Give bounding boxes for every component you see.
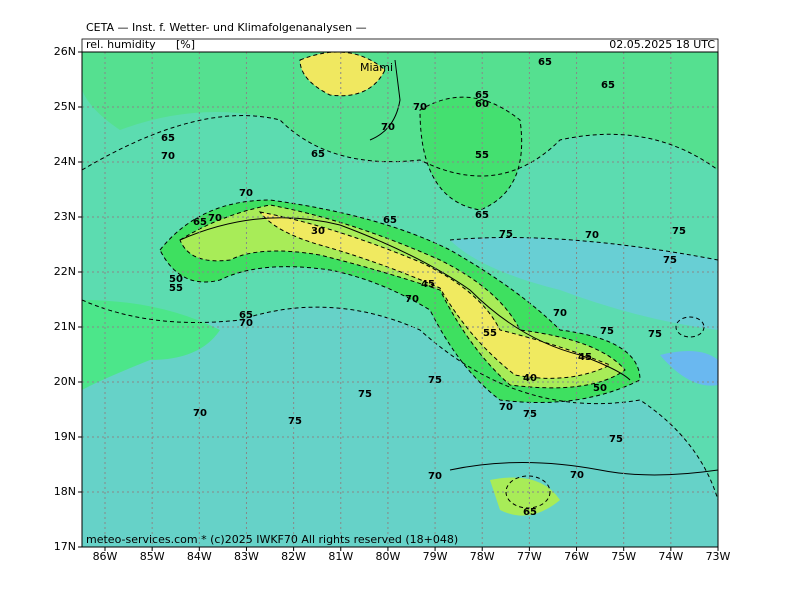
variable-unit: [%] [176,38,195,51]
variable-name: rel. humidity [86,38,156,51]
map-frame [81,51,719,548]
lat-label: 23N [54,210,76,223]
lon-label: 81W [328,550,353,563]
contour-label: 70 [161,151,175,162]
contour-label: 40 [523,373,537,384]
lon-label: 80W [375,550,400,563]
contour-label: 65 [475,210,489,221]
contour-label: 70 [413,102,427,113]
contour [159,199,641,403]
contour [179,204,626,389]
lat-label: 24N [54,155,76,168]
lon-label: 75W [611,550,636,563]
contour-label: 75 [648,329,662,340]
contour-label: 75 [499,229,513,240]
contour-label: 70 [381,122,395,133]
blue-area [660,351,718,386]
contour-label: 75 [600,326,614,337]
contour-label: 65 [193,217,207,228]
contour-label: 75 [609,434,623,445]
contour-label: 75 [672,226,686,237]
coastline [369,59,401,141]
contour-label: 70 [428,471,442,482]
lon-label: 73W [706,550,731,563]
dry-core [300,52,385,96]
contour-label: 75 [358,389,372,400]
contour-label: 75 [428,375,442,386]
contour-label: 65 [383,215,397,226]
contour-label: 65 [601,80,615,91]
dry-core [260,212,610,379]
contour [675,316,705,338]
contour-label: 65 [161,133,175,144]
contour [449,237,718,261]
contour-label: 70 [193,408,207,419]
contour-label: 50 [169,274,183,285]
contour-label: 55 [483,328,497,339]
contour-label: 65 [523,507,537,518]
contour-label: 55 [475,150,489,161]
lon-label: 74W [658,550,683,563]
contour-label: 65 [475,90,489,101]
lat-label: 18N [54,485,76,498]
blue-area [450,237,718,330]
lon-label: 76W [564,550,589,563]
lon-label: 79W [423,550,448,563]
contour-label: 70 [208,213,222,224]
lat-label: 19N [54,430,76,443]
contour-label: 70 [570,470,584,481]
coastline [449,462,718,476]
contour-label: 65 [239,310,253,321]
lon-label: 85W [140,550,165,563]
green-area [420,97,522,210]
graticule [82,52,718,547]
blue-area [82,300,718,547]
footer-credit: meteo-services.com * (c)2025 IWKF70 All … [86,533,458,546]
contour-label: 70 [499,402,513,413]
contour-label: 75 [663,255,677,266]
contour-label: 60 [475,99,489,110]
contour [82,115,718,177]
contour-label: 75 [523,409,537,420]
contour-label: 45 [578,352,592,363]
lat-label: 26N [54,45,76,58]
contour-label: 70 [553,308,567,319]
contour-label: 50 [593,383,607,394]
valid-time: 02.05.2025 18 UTC [609,38,715,51]
lat-label: 20N [54,375,76,388]
contour-label: 70 [239,188,253,199]
lon-label: 84W [187,550,212,563]
contour-label: 70 [239,318,253,329]
lon-label: 78W [470,550,495,563]
lon-label: 77W [517,550,542,563]
place-label: Miami [360,61,393,74]
green-area [82,52,718,176]
lon-label: 83W [234,550,259,563]
header-title: CETA — Inst. f. Wetter- und Klimafolgena… [86,21,367,34]
lon-label: 82W [281,550,306,563]
contour [505,475,551,509]
lat-label: 17N [54,540,76,553]
contour [82,299,718,501]
contour-label: 65 [311,149,325,160]
field [82,52,718,547]
contour-label: 65 [538,57,552,68]
contour-label: 45 [421,279,435,290]
contour-label: 70 [405,294,419,305]
contour-label: 30 [311,226,325,237]
contour [258,211,612,379]
lon-label: 86W [93,550,118,563]
lat-label: 25N [54,100,76,113]
lat-label: 21N [54,320,76,333]
lat-label: 22N [54,265,76,278]
contour-label: 75 [288,416,302,427]
coastline [179,217,631,381]
contour-label: 55 [169,283,183,294]
contour-label: 70 [585,230,599,241]
contour [419,96,523,211]
